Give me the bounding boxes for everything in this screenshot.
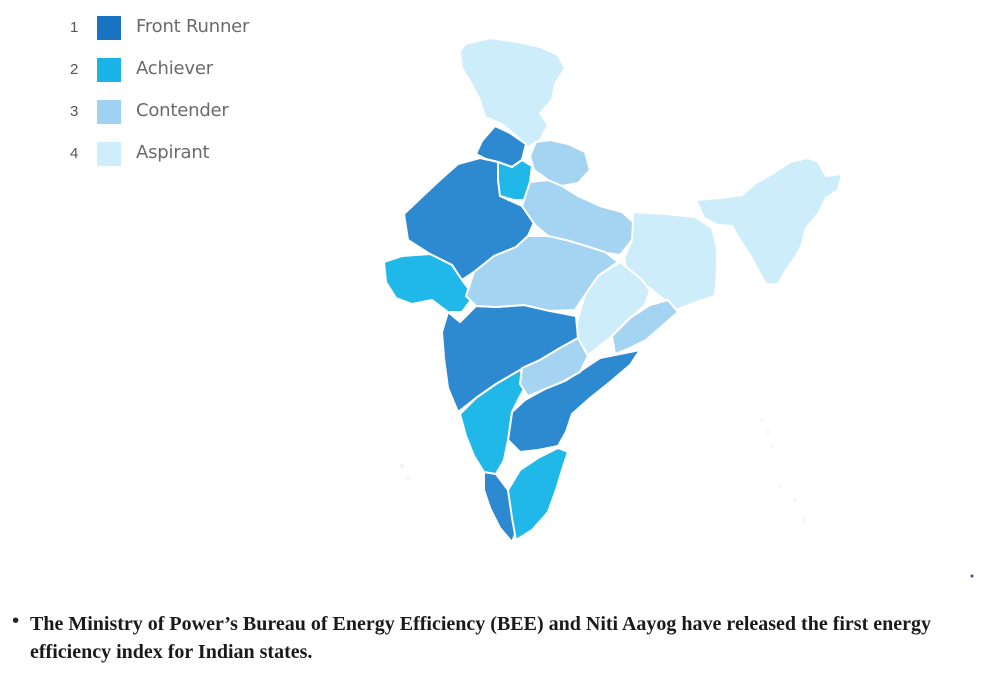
region-karnataka: [459, 369, 529, 475]
legend-item-achiever: 2 Achiever: [70, 56, 330, 84]
map-dot: [970, 574, 974, 578]
legend-rank: 2: [70, 61, 79, 78]
legend-label: Aspirant: [136, 142, 210, 163]
region-kerala: [483, 471, 517, 543]
bullet: •: [10, 610, 22, 632]
legend-item-contender: 3 Contender: [70, 98, 330, 126]
legend-rank: 4: [70, 145, 79, 162]
legend-rank: 1: [70, 19, 79, 36]
legend-swatch-achiever: [97, 58, 121, 82]
legend-swatch-front-runner: [97, 16, 121, 40]
legend-swatch-aspirant: [97, 142, 121, 166]
region-jammu-kashmir: [459, 37, 566, 148]
legend-label: Front Runner: [136, 16, 250, 37]
legend-swatch-contender: [97, 100, 121, 124]
region-northeast: [695, 157, 843, 285]
region-gujarat: [383, 253, 475, 313]
islands: [400, 418, 806, 522]
legend-item-front-runner: 1 Front Runner: [70, 14, 330, 42]
region-madhya-pradesh: [465, 235, 619, 312]
legend-label: Achiever: [136, 58, 213, 79]
legend-item-aspirant: 4 Aspirant: [70, 140, 330, 168]
caption-text: The Ministry of Power’s Bureau of Energy…: [30, 613, 931, 663]
region-tamil-nadu: [507, 447, 569, 541]
region-odisha: [611, 299, 679, 355]
region-telangana: [519, 337, 589, 397]
legend-label: Contender: [136, 100, 229, 121]
region-himachal-uttarakhand: [529, 139, 591, 187]
legend-rank: 3: [70, 103, 79, 120]
